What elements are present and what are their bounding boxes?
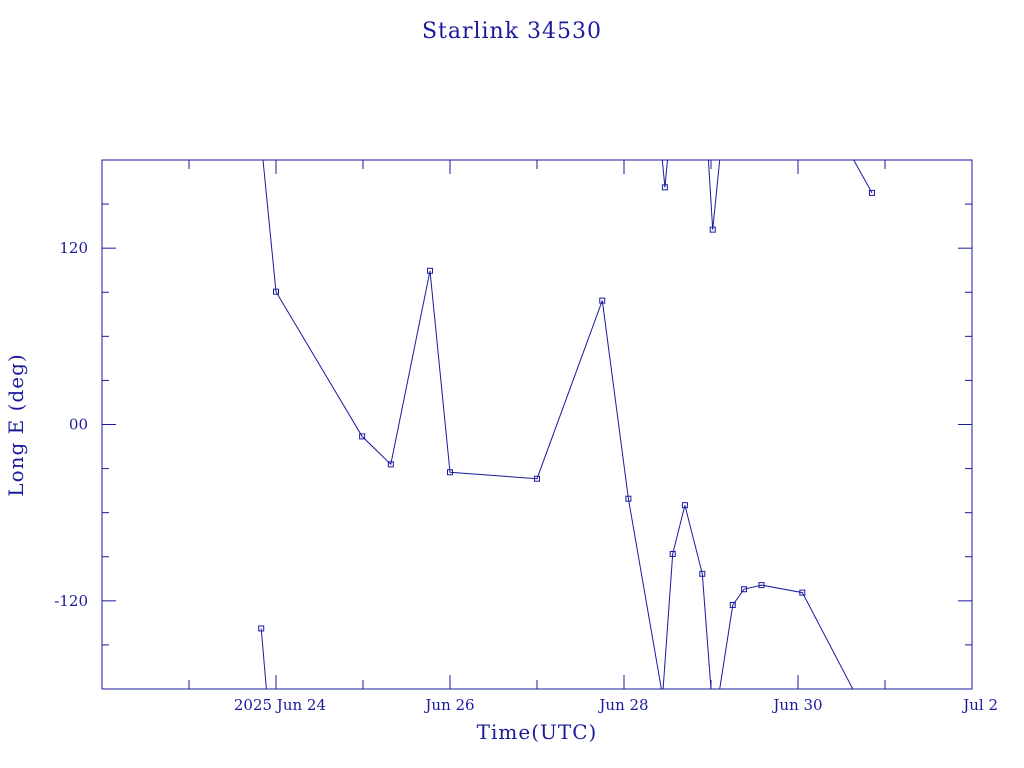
data-point-marker — [868, 189, 875, 196]
x-tick-labels: 2025 Jun 24 Jun 26 Jun 28 Jun 30 Jul 2 — [234, 696, 998, 714]
x-tick-label: Jun 30 — [771, 696, 822, 714]
series-line-segment — [662, 505, 712, 690]
data-point-marker — [625, 495, 632, 502]
data-point-marker — [426, 267, 433, 274]
series-line-segment — [707, 159, 721, 230]
data-point-marker — [741, 586, 748, 593]
data-point-marker — [799, 589, 806, 596]
longitude-series — [260, 159, 873, 690]
series-line-segment — [260, 628, 267, 690]
series-line-segment — [661, 159, 668, 188]
data-point-marker — [729, 601, 736, 608]
y-tick-label: 120 — [59, 239, 88, 257]
data-point-marker — [709, 226, 716, 233]
plot-frame — [101, 159, 973, 690]
data-point-marker — [758, 582, 765, 589]
data-point-marker — [447, 469, 453, 476]
data-point-marker — [273, 288, 279, 295]
x-axis-label: Time(UTC) — [477, 720, 598, 744]
x-tick-label: Jun 28 — [597, 696, 648, 714]
y-tick-label: 00 — [69, 416, 88, 434]
x-tick-label: Jun 26 — [423, 696, 474, 714]
data-point-marker — [661, 184, 668, 191]
data-point-marker — [681, 502, 688, 509]
series-line-segment — [719, 584, 854, 690]
chart-title: Starlink 34530 — [422, 19, 602, 44]
data-point-marker — [699, 570, 706, 577]
y-tick-label: -120 — [54, 592, 88, 610]
data-point-marker — [599, 297, 606, 304]
tick-marks — [102, 160, 972, 689]
longitude-markers — [258, 184, 875, 632]
data-point-marker — [258, 625, 265, 632]
data-point-marker — [534, 475, 540, 482]
y-axis-label: Long E (deg) — [4, 353, 28, 496]
x-tick-label: Jul 2 — [961, 696, 998, 714]
data-point-marker — [669, 550, 676, 557]
series-line-segment — [262, 159, 662, 690]
data-point-marker — [387, 461, 394, 468]
x-tick-label: 2025 Jun 24 — [234, 696, 326, 714]
series-line-segment — [853, 159, 873, 194]
data-point-marker — [359, 433, 366, 440]
y-tick-labels: 120 00 -120 — [54, 239, 88, 610]
